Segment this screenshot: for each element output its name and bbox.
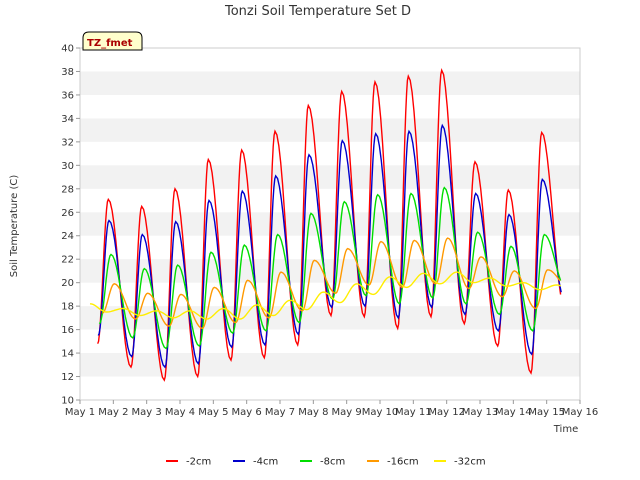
series-group <box>89 68 562 382</box>
series-line-minus-32cm <box>89 271 562 320</box>
y-tick-label: 24 <box>61 231 74 242</box>
plot-area <box>79 47 581 401</box>
legend: -2cm -4cm -8cm -16cm -32cm <box>166 457 486 468</box>
x-tick-label: May 7 <box>265 407 295 418</box>
legend-label: -2cm <box>186 457 211 468</box>
x-tick-label: May 9 <box>332 407 362 418</box>
annotation-label: TZ_fmet <box>87 38 133 49</box>
x-tick-label: May 1 <box>65 407 95 418</box>
x-tick-label: May 5 <box>198 407 228 418</box>
legend-label: -4cm <box>253 457 278 468</box>
x-axis-label: Time <box>553 424 578 435</box>
legend-label: -8cm <box>320 457 345 468</box>
grid-band <box>80 165 580 189</box>
y-axis: 10 12 14 16 18 20 22 24 26 28 30 32 34 36 38 40 <box>61 44 80 407</box>
x-tick-label: May 11 <box>395 407 432 418</box>
y-tick-label: 12 <box>61 372 74 383</box>
y-tick-label: 22 <box>61 255 74 266</box>
series-line-minus-16cm <box>101 237 561 330</box>
legend-label: -32cm <box>454 457 486 468</box>
x-tick-label: May 14 <box>495 407 532 418</box>
x-tick-label: May 2 <box>98 407 128 418</box>
grid-band <box>80 118 580 142</box>
y-tick-label: 40 <box>61 44 74 55</box>
y-tick-label: 28 <box>61 184 74 195</box>
chart-title: Tonzi Soil Temperature Set D <box>224 4 411 19</box>
y-tick-label: 36 <box>61 90 74 101</box>
x-tick-label: May 15 <box>528 407 565 418</box>
x-tick-label: May 8 <box>298 407 328 418</box>
x-tick-label: May 16 <box>562 407 599 418</box>
x-tick-label: May 12 <box>428 407 465 418</box>
grid-band <box>80 353 580 377</box>
y-tick-label: 26 <box>61 208 74 219</box>
y-tick-label: 10 <box>61 396 74 407</box>
annotation-box: TZ_fmet <box>82 31 143 51</box>
y-axis-label: Soil Temperature (C) <box>9 175 20 278</box>
y-tick-label: 14 <box>61 349 74 360</box>
y-tick-label: 38 <box>61 67 74 78</box>
x-tick-label: May 3 <box>132 407 162 418</box>
grid-band <box>80 71 580 95</box>
x-tick-label: May 6 <box>232 407 262 418</box>
y-tick-label: 30 <box>61 161 74 172</box>
x-tick-label: May 13 <box>462 407 499 418</box>
x-tick-label: May 10 <box>362 407 399 418</box>
y-tick-label: 18 <box>61 302 74 313</box>
series-line-minus-4cm <box>97 123 562 369</box>
x-tick-label: May 4 <box>165 407 195 418</box>
y-tick-label: 34 <box>61 114 74 125</box>
y-tick-label: 20 <box>61 278 74 289</box>
y-tick-label: 16 <box>61 325 74 336</box>
y-tick-label: 32 <box>61 137 74 148</box>
legend-label: -16cm <box>387 457 419 468</box>
series-line-minus-2cm <box>97 68 562 382</box>
x-axis: May 1 May 2 May 3 May 4 May 5 May 6 May 7 May 8… <box>65 400 598 418</box>
